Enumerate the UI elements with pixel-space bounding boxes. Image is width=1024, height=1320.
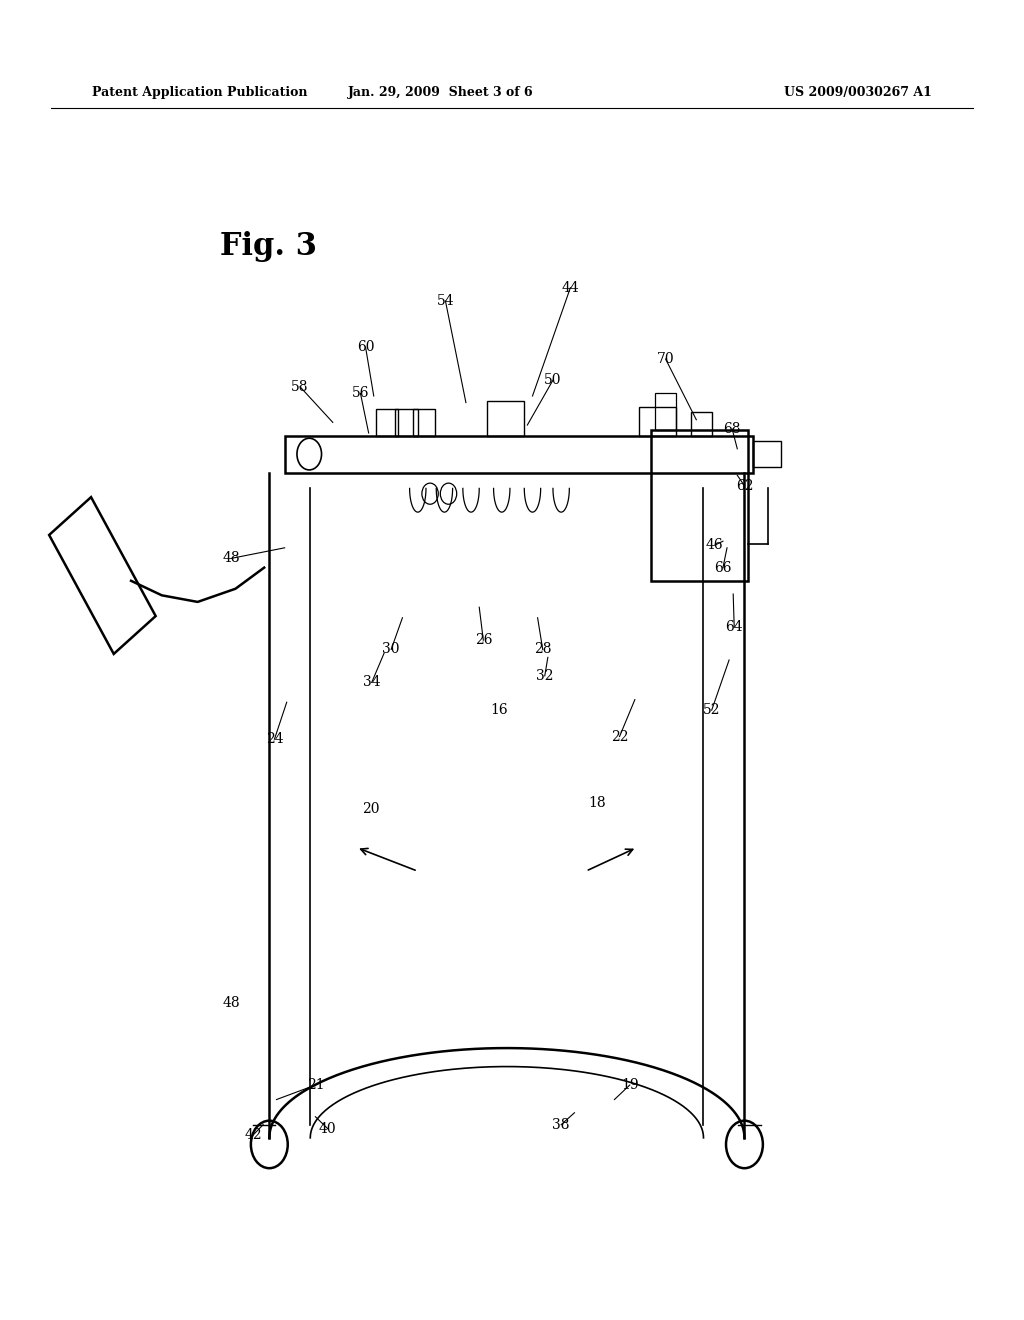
Text: 62: 62 [735, 479, 754, 492]
Text: Jan. 29, 2009  Sheet 3 of 6: Jan. 29, 2009 Sheet 3 of 6 [347, 86, 534, 99]
Text: 64: 64 [725, 620, 743, 634]
Text: 19: 19 [621, 1078, 639, 1092]
Text: 66: 66 [714, 561, 732, 574]
Text: 60: 60 [356, 341, 375, 354]
Text: 68: 68 [723, 422, 741, 436]
Text: Fig. 3: Fig. 3 [220, 231, 317, 261]
Text: 20: 20 [361, 803, 380, 816]
Text: 21: 21 [306, 1078, 325, 1092]
Text: 32: 32 [536, 669, 554, 682]
Text: 22: 22 [610, 730, 629, 743]
Text: 54: 54 [436, 294, 455, 308]
Text: 42: 42 [244, 1129, 262, 1142]
Text: 28: 28 [534, 643, 552, 656]
Text: 56: 56 [351, 387, 370, 400]
Text: 24: 24 [265, 733, 284, 746]
Text: 48: 48 [222, 552, 241, 565]
Text: 16: 16 [489, 704, 508, 717]
Text: 70: 70 [656, 352, 675, 366]
Text: 18: 18 [588, 796, 606, 809]
Text: 52: 52 [702, 704, 721, 717]
Text: 44: 44 [561, 281, 580, 294]
Text: 40: 40 [318, 1122, 337, 1135]
Text: 58: 58 [291, 380, 309, 393]
Text: 46: 46 [706, 539, 724, 552]
Text: 50: 50 [544, 374, 562, 387]
Text: 38: 38 [552, 1118, 570, 1131]
Text: Patent Application Publication: Patent Application Publication [92, 86, 307, 99]
Text: US 2009/0030267 A1: US 2009/0030267 A1 [784, 86, 932, 99]
Text: 26: 26 [474, 634, 493, 647]
Text: 48: 48 [222, 997, 241, 1010]
Text: 30: 30 [382, 643, 400, 656]
Text: 34: 34 [362, 676, 381, 689]
